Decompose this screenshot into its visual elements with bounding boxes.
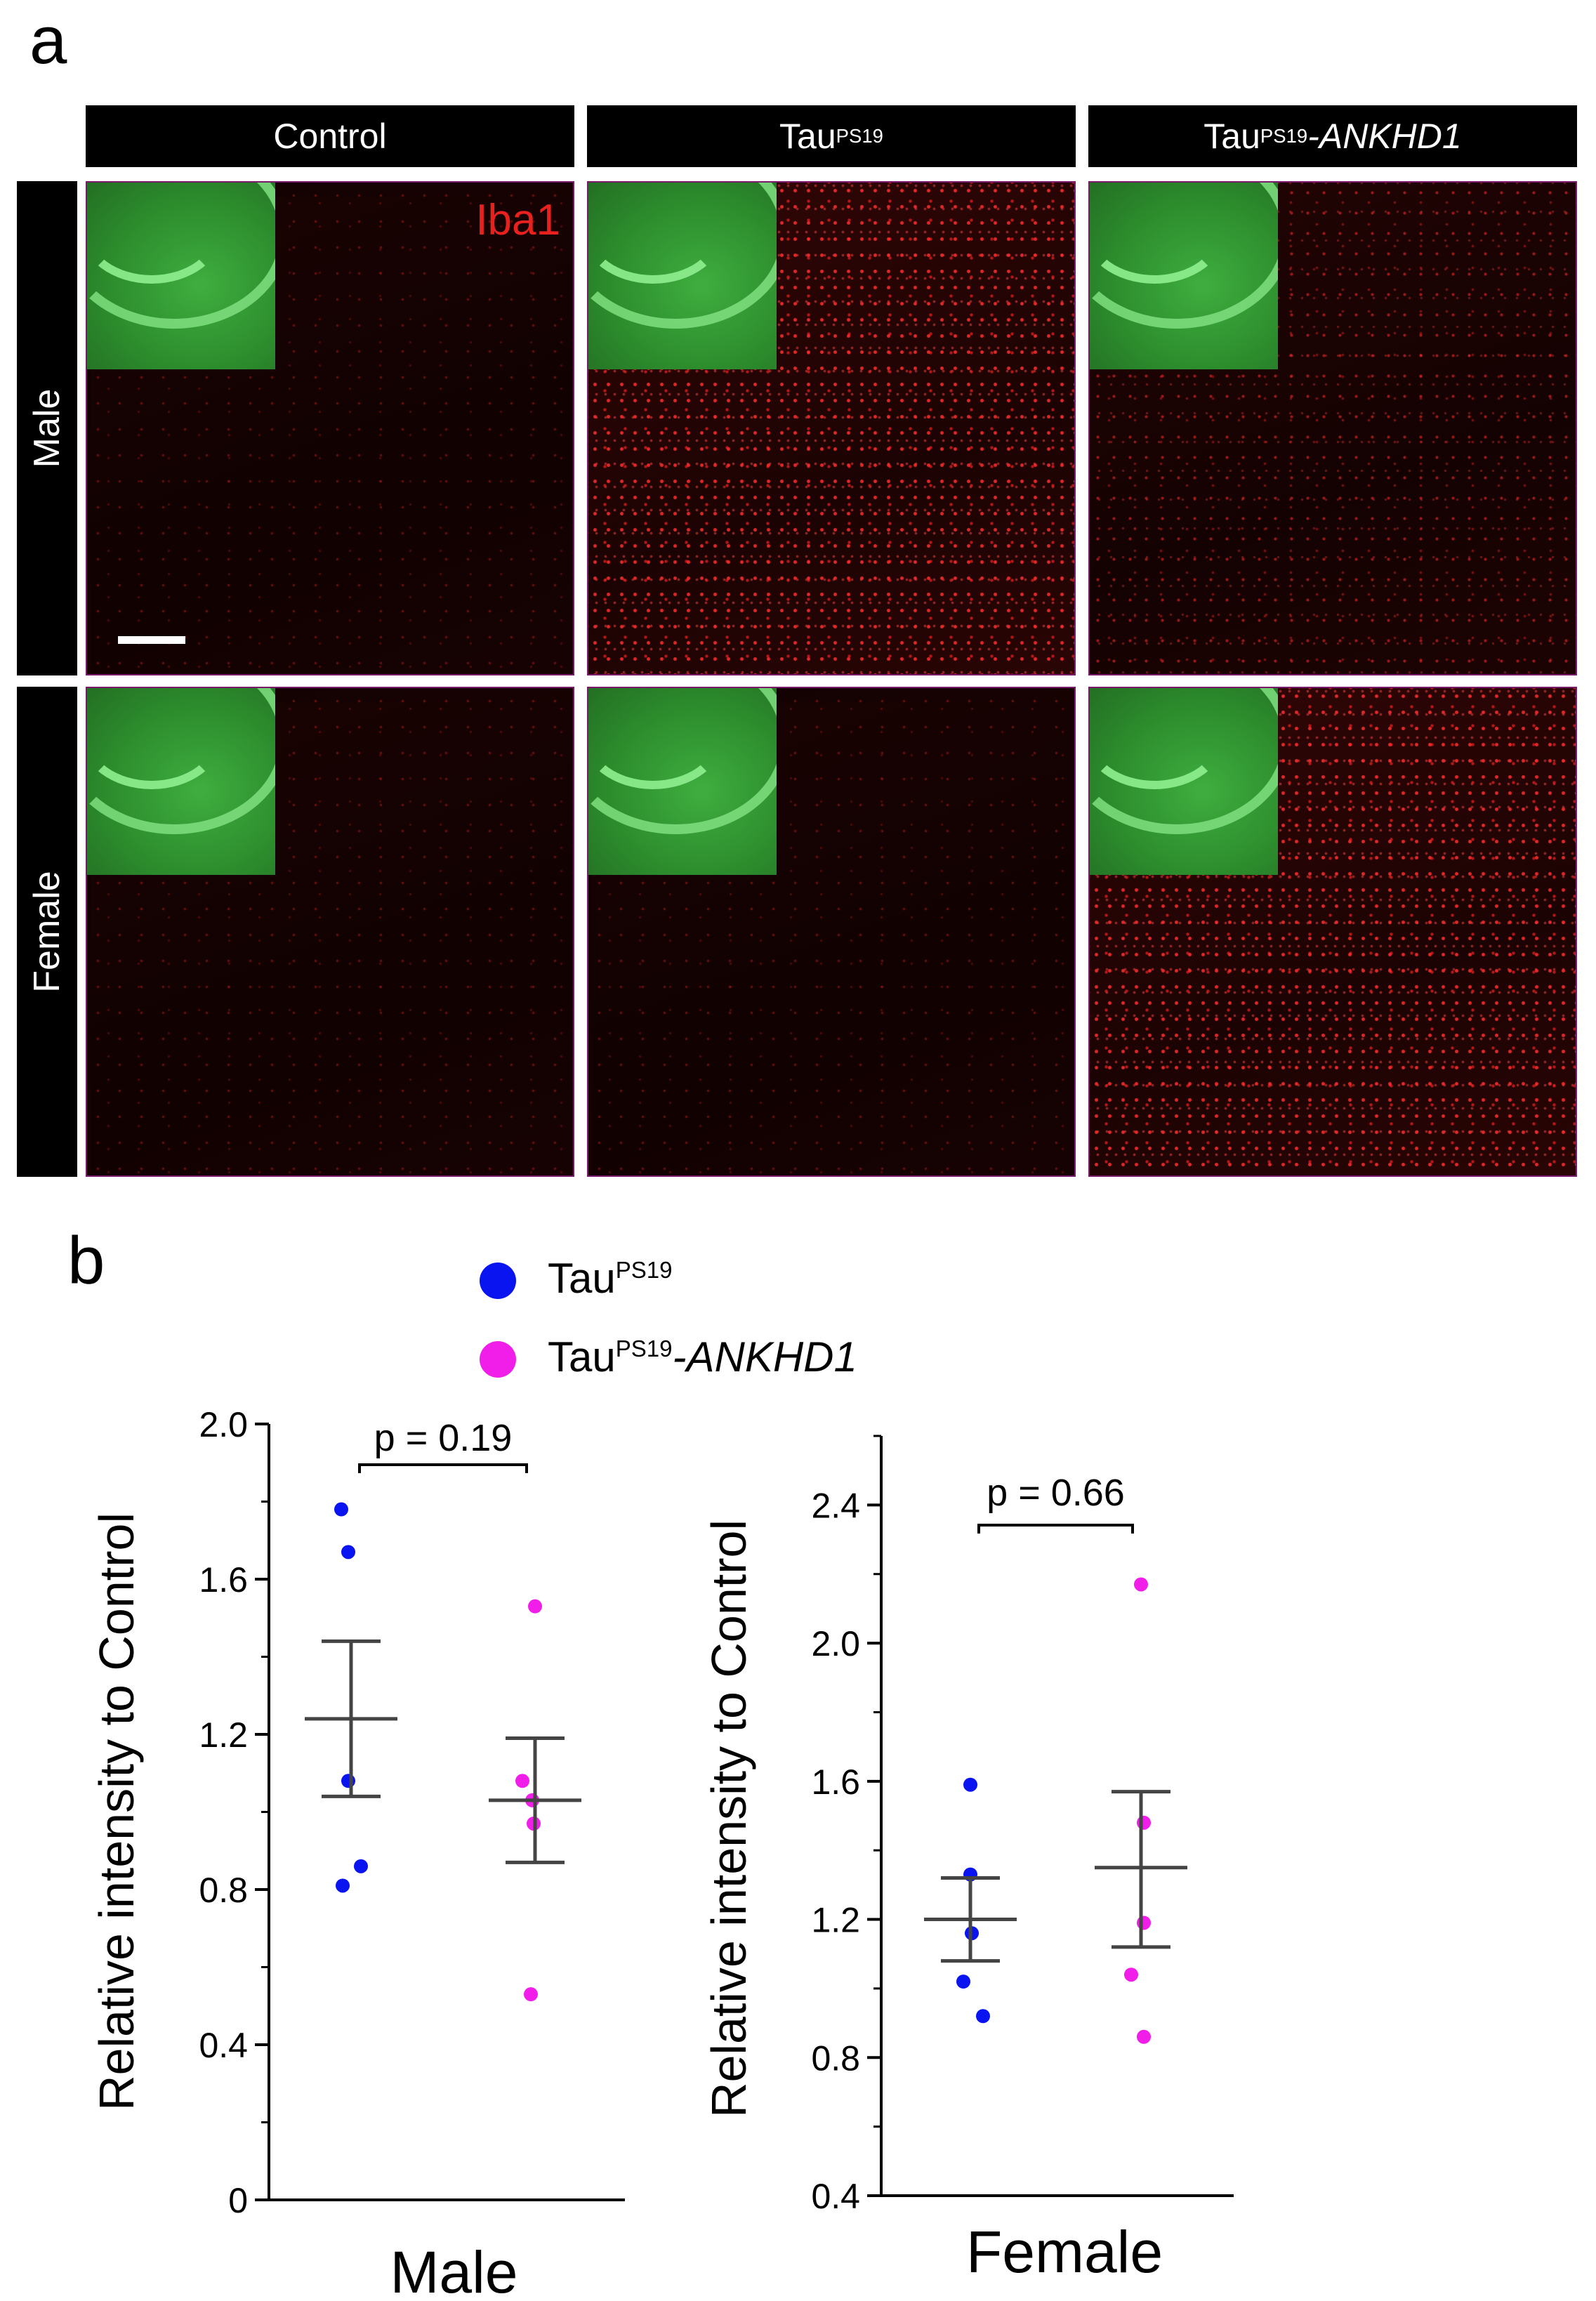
legend-superscript: PS19 <box>615 1257 673 1283</box>
data-point <box>976 2009 990 2024</box>
data-point <box>1134 1577 1148 1592</box>
panel-a-letter: a <box>29 3 67 78</box>
column-header-taups19: Tau PS19 <box>587 105 1076 167</box>
data-point <box>1137 2029 1151 2044</box>
data-point <box>1137 1916 1151 1930</box>
column-header-gene: -ANKHD1 <box>1307 117 1462 156</box>
data-point <box>341 1545 355 1560</box>
y-tick-label: 2.4 <box>811 1486 860 1525</box>
y-tick-label: 1.2 <box>199 1715 248 1755</box>
data-point <box>963 1777 977 1792</box>
row-header-female: Female <box>17 687 77 1177</box>
significance-bracket <box>358 1463 528 1473</box>
legend-dot-taups19 <box>480 1262 516 1299</box>
data-point <box>354 1859 368 1873</box>
y-axis-label: Relative intensity to Control <box>89 1512 144 2111</box>
row-header-male: Male <box>17 181 77 675</box>
legend-base: Tau <box>548 1333 616 1380</box>
y-tick-label: 0.8 <box>811 2038 860 2078</box>
y-tick-label: 2.0 <box>199 1405 248 1444</box>
legend-gene: -ANKHD1 <box>672 1333 857 1380</box>
legend-superscript: PS19 <box>615 1336 673 1362</box>
y-tick-label: 0.4 <box>811 2177 860 2216</box>
y-tick-label: 0.8 <box>199 1871 248 1910</box>
hippocampus-inset <box>588 688 777 875</box>
data-point <box>524 1987 538 2002</box>
data-point <box>528 1599 542 1614</box>
significance-bracket <box>977 1524 1134 1534</box>
y-tick-label: 1.6 <box>811 1762 860 1802</box>
hippocampus-inset <box>87 183 275 369</box>
column-header-label: Control <box>273 117 387 156</box>
data-point <box>1124 1967 1138 1982</box>
column-header-label: Tau <box>779 117 836 156</box>
hippocampus-inset <box>87 688 275 875</box>
micrograph-female-taups19-ankhd1 <box>1088 687 1577 1177</box>
micrograph-female-control <box>86 687 574 1177</box>
column-header-control: Control <box>86 105 574 167</box>
legend-base: Tau <box>548 1255 616 1302</box>
x-axis-label: Female <box>966 2219 1163 2285</box>
hippocampus-inset <box>1090 688 1278 875</box>
panel-b-letter: b <box>67 1223 105 1298</box>
y-tick-label: 2.0 <box>811 1624 860 1663</box>
data-point <box>336 1878 350 1893</box>
micrograph-male-taups19 <box>587 181 1076 675</box>
legend-dot-taups19-ankhd1 <box>480 1341 516 1378</box>
scale-bar <box>118 636 185 644</box>
data-point <box>1137 1815 1151 1830</box>
y-tick-label: 0.4 <box>199 2026 248 2065</box>
data-point <box>956 1974 970 1989</box>
y-axis-label: Relative intensity to Control <box>701 1519 756 2118</box>
legend-label-taups19: TauPS19 <box>548 1254 672 1303</box>
y-tick-label: 1.6 <box>199 1560 248 1600</box>
micrograph-male-taups19-ankhd1 <box>1088 181 1577 675</box>
column-header-superscript: PS19 <box>836 125 883 147</box>
p-value-annotation: p = 0.66 <box>987 1472 1125 1514</box>
data-point <box>334 1502 348 1517</box>
hippocampus-inset <box>1090 183 1278 369</box>
x-axis-label: Male <box>390 2239 517 2301</box>
legend-label-taups19-ankhd1: TauPS19-ANKHD1 <box>548 1333 857 1381</box>
column-header-label: Tau <box>1203 117 1260 156</box>
y-tick-label: 1.2 <box>811 1901 860 1940</box>
data-point <box>341 1774 355 1788</box>
hippocampus-inset <box>588 183 777 369</box>
y-tick-label: 0 <box>228 2181 248 2220</box>
p-value-annotation: p = 0.19 <box>374 1417 513 1459</box>
micrograph-female-taups19 <box>587 687 1076 1177</box>
data-point <box>515 1774 529 1788</box>
column-header-taups19-ankhd1: Tau PS19 -ANKHD1 <box>1088 105 1577 167</box>
stain-label: Iba1 <box>475 196 560 244</box>
micrograph-male-control: Iba1 <box>86 181 574 675</box>
column-header-superscript: PS19 <box>1260 125 1308 147</box>
